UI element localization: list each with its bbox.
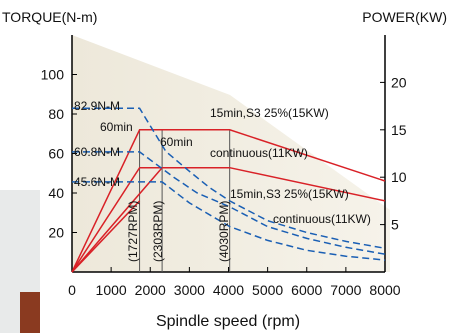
power-curve-0 (71, 129, 386, 273)
x-tick-label: 2000 (135, 282, 166, 298)
left-tick-label: 40 (48, 185, 64, 201)
left-photo-dark (20, 292, 40, 333)
torque-curve-5 (72, 151, 386, 255)
power-curve-2 (71, 166, 386, 273)
label-60min-a: 60min (100, 120, 133, 134)
left-tick-label: 20 (48, 225, 64, 241)
x-tick-label: 7000 (330, 282, 361, 298)
x-axis-title: Spindle speed (rpm) (156, 313, 300, 330)
label-continuous-torque: continuous(11KW) (273, 212, 371, 226)
x-tick-label: 1000 (96, 282, 127, 298)
rpm-label-1727: (1727RPM) (126, 201, 140, 262)
label-60min-b: 60min (160, 135, 193, 149)
right-tick-label: 20 (391, 74, 407, 90)
x-tick-label: 4000 (213, 282, 244, 298)
torque-label-60: 60.8N-M (74, 145, 120, 159)
right-tick-label: 15 (391, 122, 407, 138)
x-tick-label: 5000 (252, 282, 283, 298)
right-axis-title: POWER(KW) (362, 9, 447, 25)
x-tick-label: 3000 (174, 282, 205, 298)
x-tick-label: 0 (68, 282, 76, 298)
power-curve-3 (71, 200, 141, 273)
right-tick-label: 10 (391, 169, 407, 185)
right-tick-label: 5 (391, 217, 399, 233)
torque-label-82: 82.9N-M (74, 99, 120, 113)
left-tick-label: 100 (41, 67, 65, 83)
label-s3-torque: 15min,S3 25%(15KW) (230, 187, 349, 201)
rpm-label-2303: (2303RPM) (151, 201, 165, 262)
left-axis-title: TORQUE(N-m) (2, 9, 97, 25)
label-s3-power: 15min,S3 25%(15KW) (210, 106, 329, 120)
torque-curve-6 (72, 181, 386, 261)
rpm-label-4030: (4030RPM) (217, 201, 231, 262)
shaded-region (72, 35, 390, 272)
left-tick-label: 60 (48, 146, 64, 162)
torque-label-45: 45.6N-M (74, 175, 120, 189)
left-tick-label: 80 (48, 106, 64, 122)
x-tick-label: 6000 (291, 282, 322, 298)
label-continuous-power: continuous(11KW) (210, 146, 308, 160)
x-tick-label: 8000 (369, 282, 400, 298)
torque-curve-4 (72, 107, 386, 250)
